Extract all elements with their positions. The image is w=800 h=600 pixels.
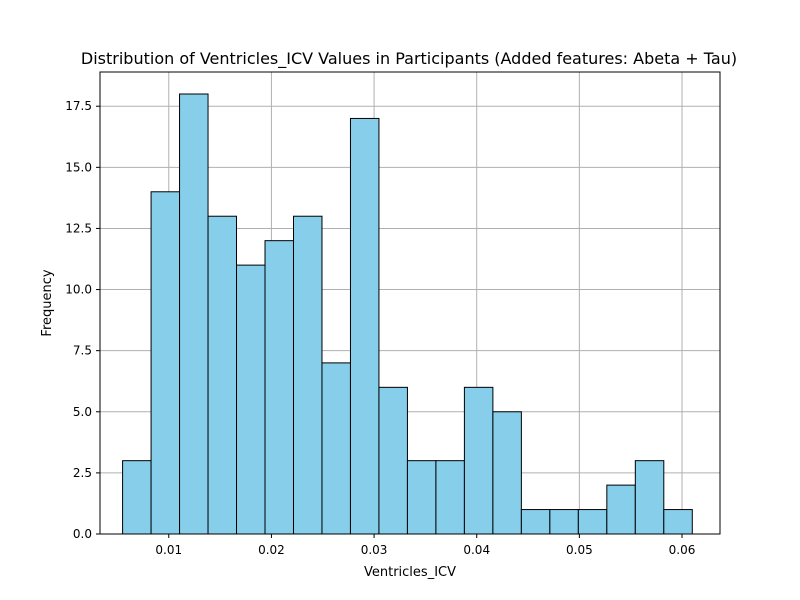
histogram-bars [122, 93, 693, 535]
x-tick-label: 0.05 [566, 543, 593, 557]
histogram-bar [122, 460, 152, 535]
plot-frame [99, 71, 721, 535]
histogram-bar [349, 117, 380, 535]
histogram-bar [150, 191, 181, 535]
histogram-bar [207, 215, 238, 535]
y-tick-label: 7.5 [73, 344, 92, 358]
y-axis-label: Frequency [40, 269, 55, 336]
x-tick-label: 0.01 [155, 543, 182, 557]
histogram-bar [321, 362, 351, 535]
histogram-bar [634, 460, 665, 535]
y-tick-label: 2.5 [73, 466, 92, 480]
chart-title: Distribution of Ventricles_ICV Values in… [81, 49, 737, 69]
histogram-bar [492, 411, 522, 535]
histogram-bar [577, 509, 608, 535]
axis-ticks: 0.01 0.02 0.03 0.04 0.05 0.06 0.0 2.5 5.0 7.5 10.0… [65, 99, 695, 557]
y-tick-label: 5.0 [73, 405, 92, 419]
y-tick-label: 0.0 [73, 527, 92, 541]
x-axis-label: Ventricles_ICV [364, 565, 456, 580]
histogram-bar [463, 386, 494, 535]
histogram-bar [549, 509, 579, 535]
y-tick-label: 12.5 [65, 221, 92, 235]
histogram-bar [435, 460, 465, 535]
histogram-bar [264, 240, 294, 535]
histogram-bar [663, 509, 693, 535]
y-tick-label: 10.0 [65, 283, 92, 297]
x-tick-label: 0.06 [669, 543, 696, 557]
histogram-bar [179, 93, 209, 535]
y-tick-label: 17.5 [65, 99, 92, 113]
x-tick-label: 0.02 [258, 543, 285, 557]
y-tick-label: 15.0 [65, 160, 92, 174]
histogram-bar [292, 215, 323, 535]
histogram-bar [606, 484, 636, 535]
histogram-bar [378, 386, 408, 535]
histogram-bar [236, 264, 266, 535]
x-tick-label: 0.03 [361, 543, 388, 557]
x-tick-label: 0.04 [463, 543, 490, 557]
histogram-bar [520, 509, 551, 535]
histogram-bar [406, 460, 437, 535]
